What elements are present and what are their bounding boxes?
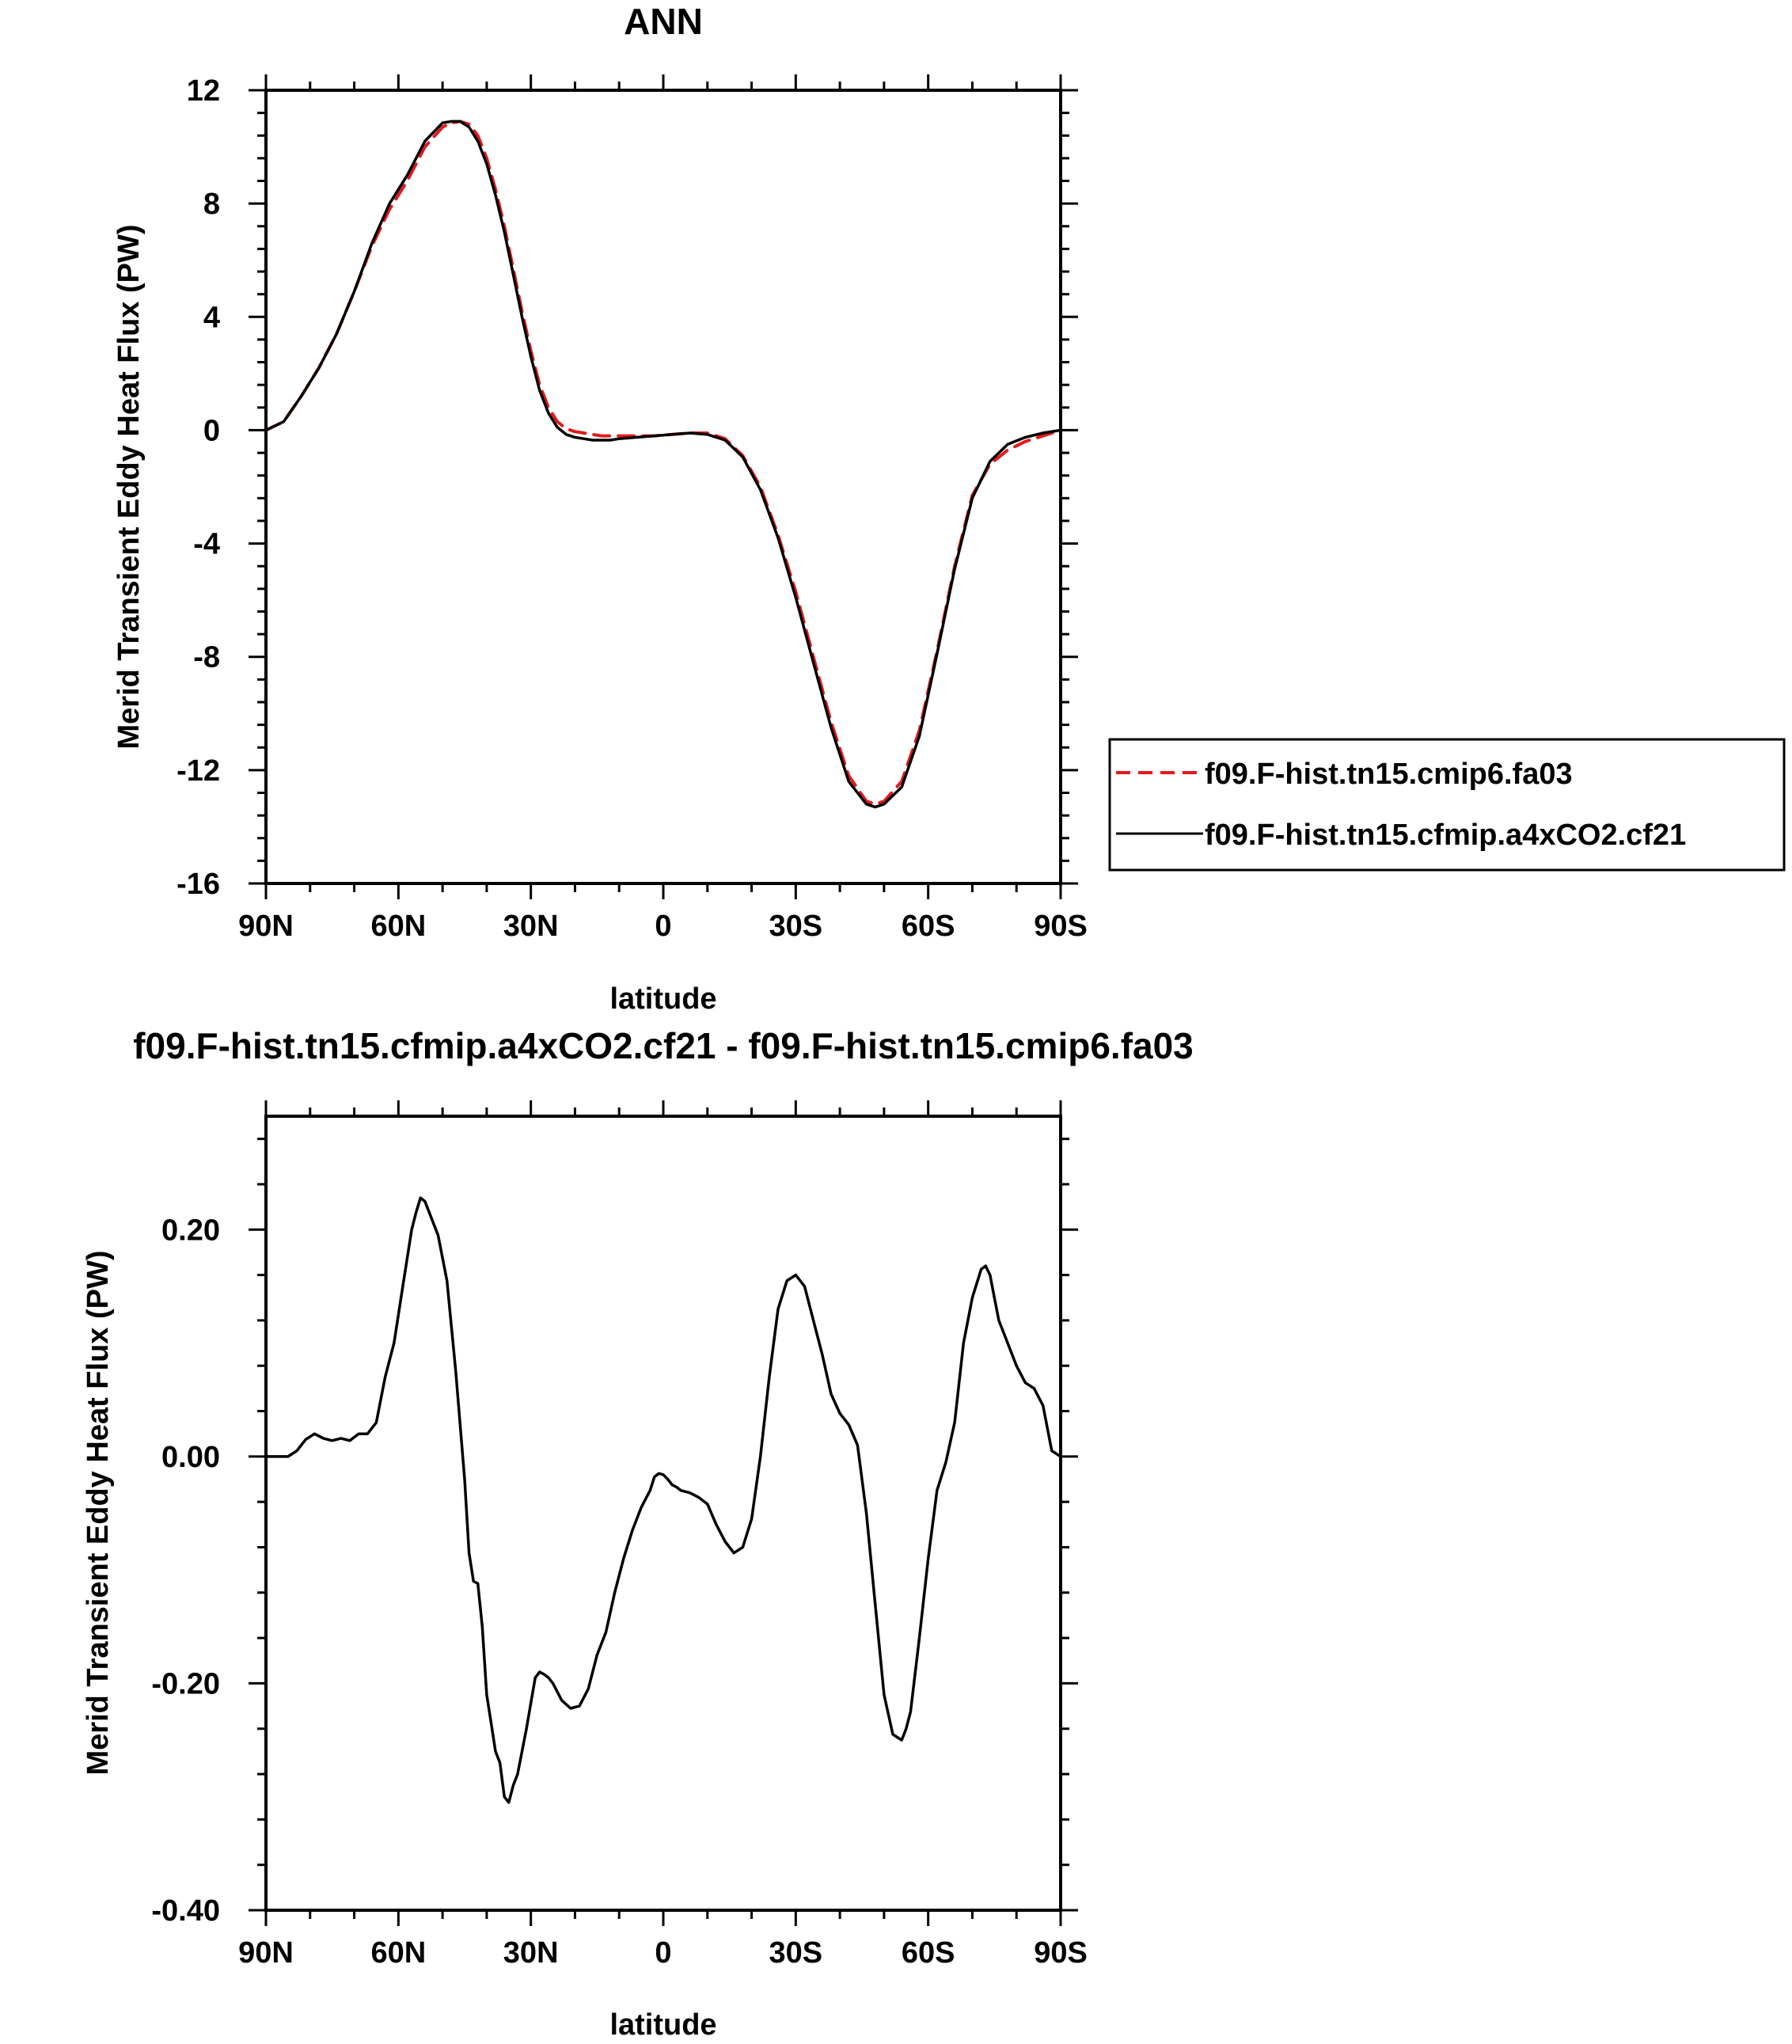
x-tick-label: 30N xyxy=(503,910,559,943)
x-tick-label: 60S xyxy=(902,1936,955,1970)
chart-title: ANN xyxy=(624,1,703,42)
x-tick-label: 60S xyxy=(902,910,955,943)
x-tick-label: 0 xyxy=(655,1936,671,1970)
x-tick-label: 90N xyxy=(238,910,294,943)
y-axis-label-difference: Merid Transient Eddy Heat Flux (PW) xyxy=(82,1251,115,1776)
y-tick-label: 0.00 xyxy=(161,1441,220,1474)
x-tick-label: 0 xyxy=(655,910,671,943)
plot-frame xyxy=(264,89,1062,885)
y-tick-label: 8 xyxy=(203,188,220,221)
x-tick-label: 30S xyxy=(769,910,823,943)
x-tick-label: 90N xyxy=(238,1936,294,1970)
y-axis-label: Merid Transient Eddy Heat Flux (PW) xyxy=(112,225,146,750)
x-tick-label: 90S xyxy=(1034,1936,1088,1970)
series-line-0-0 xyxy=(264,120,1062,806)
y-tick-label: -0.20 xyxy=(151,1667,220,1700)
plot-frame-difference xyxy=(264,1115,1062,1912)
legend: f09.F-hist.tn15.cmip6.fa03 f09.F-hist.tn… xyxy=(1108,738,1786,872)
y-tick-label: -8 xyxy=(193,641,220,674)
y-tick-label: 0.20 xyxy=(161,1214,220,1247)
x-tick-label: 30S xyxy=(769,1936,823,1970)
y-tick-label: 0 xyxy=(203,414,220,447)
legend-box xyxy=(1108,738,1786,872)
legend-entry-cfmip: f09.F-hist.tn15.cfmip.a4xCO2.cf21 xyxy=(1205,819,1686,852)
y-tick-label: -0.40 xyxy=(151,1894,220,1928)
y-tick-label: 12 xyxy=(187,74,220,108)
y-tick-label: -16 xyxy=(177,868,220,901)
y-tick-label: -4 xyxy=(193,528,220,561)
x-tick-label: 90S xyxy=(1034,910,1088,943)
x-tick-label: 60N xyxy=(370,910,426,943)
y-tick-label: -12 xyxy=(177,754,220,788)
legend-entry-cmip6: f09.F-hist.tn15.cmip6.fa03 xyxy=(1205,758,1573,791)
y-tick-label: 4 xyxy=(203,301,220,334)
chart-difference: f09.F-hist.tn15.cfmip.a4xCO2.cf21 - f09.… xyxy=(82,1025,1194,2042)
x-tick-label: 30N xyxy=(503,1936,559,1970)
chart-annual-heat-flux: ANN 90N 60N 30N 0 30S 60S 90S 12 8 4 0 -4 -8 -12 -16 l… xyxy=(112,1,1786,1016)
series-line-1-0 xyxy=(264,1196,1062,1804)
x-axis-label: latitude xyxy=(609,982,716,1016)
x-axis-label-difference: latitude xyxy=(609,2008,716,2042)
series-line-0-1 xyxy=(264,120,1062,809)
chart-title-difference: f09.F-hist.tn15.cfmip.a4xCO2.cf21 - f09.… xyxy=(133,1025,1194,1066)
x-tick-label: 60N xyxy=(370,1936,426,1970)
